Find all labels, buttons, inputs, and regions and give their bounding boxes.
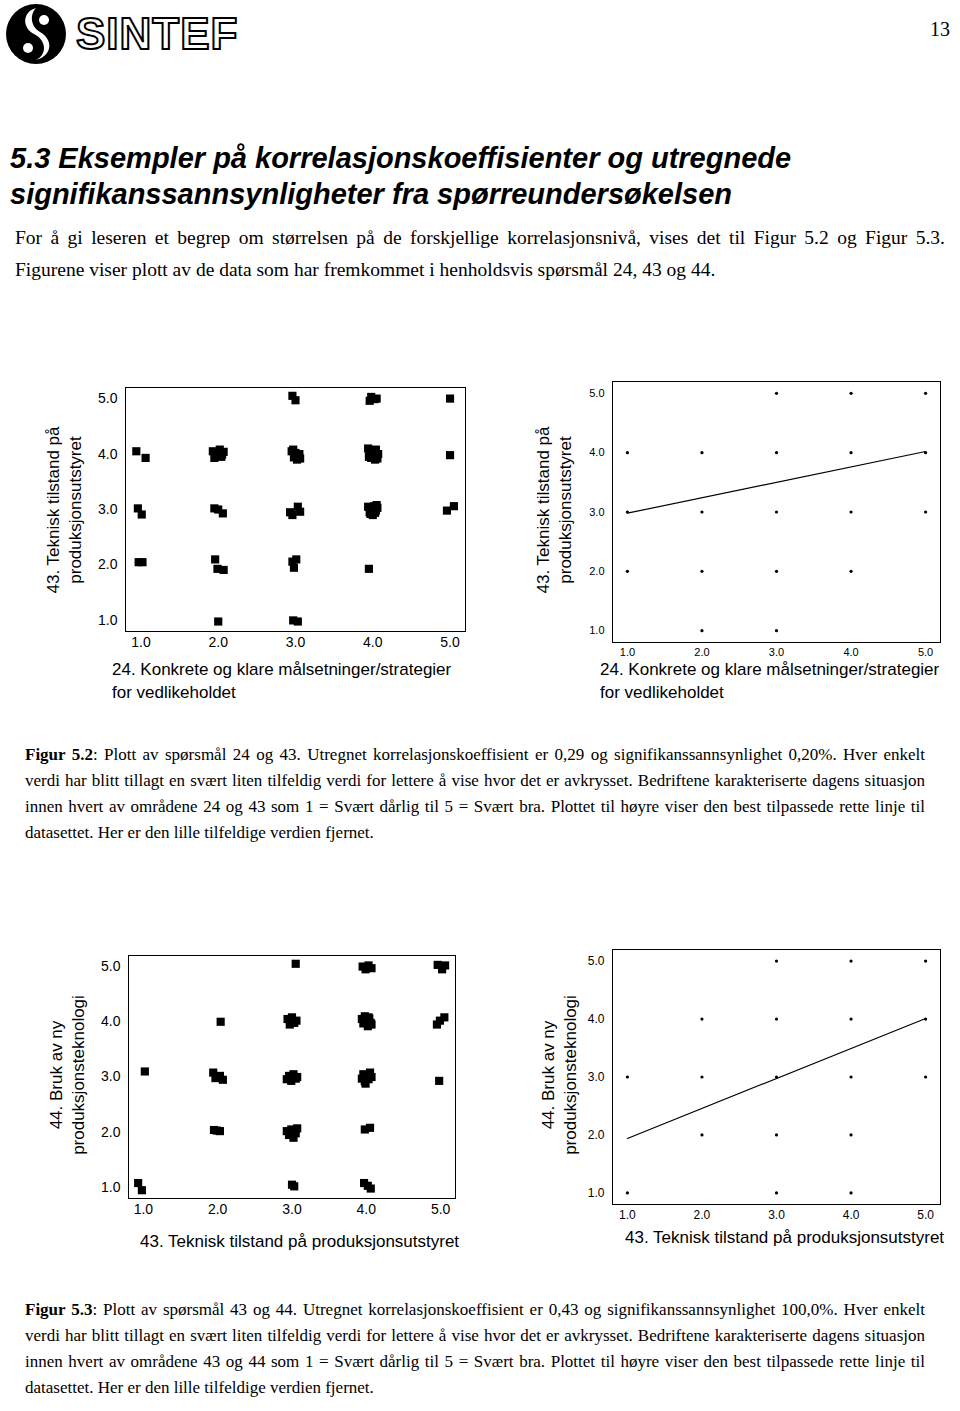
svg-text:3.0: 3.0 <box>286 634 306 650</box>
svg-text:5.0: 5.0 <box>588 954 605 968</box>
svg-text:4.0: 4.0 <box>101 1013 121 1029</box>
svg-text:3.0: 3.0 <box>588 1070 605 1084</box>
svg-text:1.0: 1.0 <box>619 1208 636 1222</box>
svg-text:1.0: 1.0 <box>131 634 151 650</box>
svg-text:2.0: 2.0 <box>694 1208 711 1222</box>
html-text:Figur 5.3: Plott av spørsmål 4: Figur 5.3: Plott av spørsmål 43 og 44. U… <box>25 1300 925 1397</box>
svg-text:2.0: 2.0 <box>588 1128 605 1142</box>
svg-text:2.0: 2.0 <box>101 1124 121 1140</box>
svg-text:5.0: 5.0 <box>918 646 933 658</box>
html-text:43. Teknisk tilstand på produk: 43. Teknisk tilstand på produksjonsutsty… <box>44 426 85 594</box>
html-text:44. Bruk av ny produksjonstekn: 44. Bruk av ny produksjonsteknologi <box>47 995 88 1155</box>
svg-text:5.0: 5.0 <box>440 634 460 650</box>
svg-text:4.0: 4.0 <box>843 646 858 658</box>
html-text:43. Teknisk tilstand på produk: 43. Teknisk tilstand på produksjonsutsty… <box>625 1228 945 1247</box>
svg-text:3.0: 3.0 <box>101 1068 121 1084</box>
html-text:5.3 Eksempler på korrelasjonsk: 5.3 Eksempler på korrelasjonskoeffisient… <box>10 142 792 210</box>
svg-text:5.0: 5.0 <box>98 390 118 406</box>
svg-text:2.0: 2.0 <box>98 556 118 572</box>
svg-text:3.0: 3.0 <box>98 501 118 517</box>
html-text:Figur 5.2: Plott av spørsmål 2: Figur 5.2: Plott av spørsmål 24 og 43. U… <box>25 745 925 842</box>
html-text:43. Teknisk tilstand på produk: 43. Teknisk tilstand på produksjonsutsty… <box>534 426 575 594</box>
svg-text:5.0: 5.0 <box>101 958 121 974</box>
svg-text:2.0: 2.0 <box>208 634 228 650</box>
svg-text:1.0: 1.0 <box>620 646 635 658</box>
svg-text:3.0: 3.0 <box>769 646 784 658</box>
svg-text:2.0: 2.0 <box>694 646 709 658</box>
svg-text:2.0: 2.0 <box>589 565 604 577</box>
svg-text:1.0: 1.0 <box>134 1201 154 1217</box>
svg-text:2.0: 2.0 <box>208 1201 228 1217</box>
html-text:44. Bruk av ny produksjonstekn: 44. Bruk av ny produksjonsteknologi <box>539 995 580 1155</box>
svg-text:4.0: 4.0 <box>588 1012 605 1026</box>
svg-text:4.0: 4.0 <box>589 446 604 458</box>
html-text:For å gi leseren et begrep om: For å gi leseren et begrep om størrelsen… <box>15 227 945 280</box>
svg-text:1.0: 1.0 <box>101 1179 121 1195</box>
svg-text:1.0: 1.0 <box>589 624 604 636</box>
svg-text:5.0: 5.0 <box>589 387 604 399</box>
svg-text:1.0: 1.0 <box>588 1186 605 1200</box>
svg-text:4.0: 4.0 <box>98 446 118 462</box>
svg-text:4.0: 4.0 <box>357 1201 377 1217</box>
html-text:24. Konkrete og klare målsetni: 24. Konkrete og klare målsetninger/strat… <box>600 660 940 702</box>
svg-text:4.0: 4.0 <box>363 634 383 650</box>
svg-text:3.0: 3.0 <box>282 1201 302 1217</box>
svg-text:5.0: 5.0 <box>917 1208 934 1222</box>
html-text:13: 13 <box>930 18 950 40</box>
svg-text:5.0: 5.0 <box>431 1201 451 1217</box>
svg-text:3.0: 3.0 <box>768 1208 785 1222</box>
svg-text:3.0: 3.0 <box>589 506 604 518</box>
svg-text:1.0: 1.0 <box>98 612 118 628</box>
html-text:SINTEF: SINTEF <box>76 9 239 58</box>
svg-text:4.0: 4.0 <box>843 1208 860 1222</box>
html-text:43. Teknisk tilstand på produk: 43. Teknisk tilstand på produksjonsutsty… <box>140 1232 460 1251</box>
html-text:24. Konkrete og klare målsetni: 24. Konkrete og klare målsetninger/strat… <box>112 660 452 702</box>
